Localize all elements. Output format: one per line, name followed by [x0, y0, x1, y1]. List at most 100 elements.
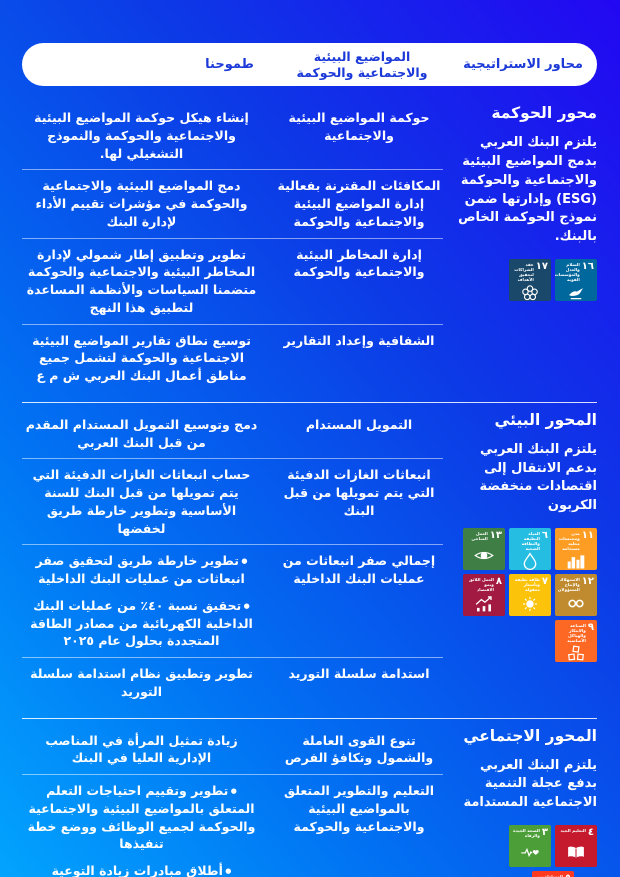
governance-pillar-column: محور الحوكمة يلتزم البنك العربي بدمج الم… [449, 102, 597, 392]
ambition-text: دمج المواضيع البيئية والاجتماعية والحوكم… [35, 178, 248, 229]
sdg-9-tile: ٩ الصناعة والابتكار والهياكل الأساسية [555, 620, 597, 663]
sdg-label: المساواة بين الجنسين [536, 874, 563, 877]
sdg-label: العمل المناخي [471, 531, 488, 542]
ambition-cell: تطوير خارطة طريق لتحقيق صفر انبعاثات من … [22, 552, 261, 650]
ambition-text: زيادة تمثيل المرأة في المناصب الإدارية ا… [45, 732, 238, 766]
ambition-bullet: أطلاق مبادرات زيادة التوعية بالمواضيع ال… [22, 862, 261, 877]
decent-work-icon [466, 592, 502, 615]
topic-cell: التمويل المستدام [305, 416, 413, 432]
sdg-label: الصحة الجيدة والرفاه [513, 828, 540, 839]
ambition-cell: تطوير وتطبيق إطار شمولي لإدارة المخاطر ا… [22, 246, 261, 317]
sdg-8-tile: ٨ العمل اللائق ونمو الاقتصاد [463, 574, 505, 617]
table-row: التمويل المستدام دمج وتوسيع التمويل المس… [22, 409, 443, 459]
sdg-label: العمل اللائق ونمو الاقتصاد [468, 577, 494, 593]
social-pillar-description: يلتزم البنك العربي بدفع عجلة التنمية الا… [463, 757, 598, 811]
sustainable-cities-icon [558, 551, 594, 570]
content-grid: محور الحوكمة يلتزم البنك العربي بدمج الم… [22, 96, 597, 877]
governance-rows: حوكمة المواضيع البيئية والاجتماعية إنشاء… [22, 102, 443, 392]
sdg-number: ٦ [541, 530, 548, 542]
ambition-cell: تطوير وتقييم احتياجات التعلم المتعلق بال… [22, 782, 261, 877]
ambition-text: حساب انبعاثات الغازات الدفيئة التي يتم ت… [32, 467, 251, 536]
table-row: إجمالي صفر انبعاثات من عمليات البنك الدا… [22, 544, 443, 657]
quality-education-icon [558, 838, 594, 866]
sdg-label: الصناعة والابتكار والهياكل الأساسية [567, 623, 586, 644]
sdg-label: الاستهلاك والإنتاج المسؤولان [557, 577, 580, 593]
sdg-3-tile: ٣ الصحة الجيدة والرفاه [509, 825, 551, 868]
sdg-number: ٥ [565, 874, 571, 877]
header-esg-topics: المواضيع البيئية والاجتماعية والحوكمة [296, 48, 428, 80]
ambition-cell: زيادة تمثيل المرأة في المناصب الإدارية ا… [22, 732, 261, 768]
table-row: إدارة المخاطر البيئية والاجتماعية والحوك… [22, 237, 443, 324]
table-row: تنوع القوى العاملة والشمول وتكافؤ الفرص … [22, 725, 443, 775]
section-governance: محور الحوكمة يلتزم البنك العربي بدمج الم… [22, 96, 597, 402]
social-pillar-column: المحور الاجتماعي يلتزم البنك العربي بدفع… [449, 725, 597, 877]
social-rows: تنوع القوى العاملة والشمول وتكافؤ الفرص … [22, 725, 443, 877]
ambition-text: دمج وتوسيع التمويل المستدام المقدم من قب… [25, 416, 258, 450]
industry-innovation-icon [558, 643, 594, 662]
environment-pillar-title: المحور البيئي [494, 410, 597, 429]
ambition-cell: توسيع نطاق تقارير المواضيع البيئية الاجت… [22, 332, 261, 385]
environment-pillar-description: يلتزم البنك العربي بدعم الانتقال إلى اقت… [479, 441, 597, 514]
peace-justice-icon [558, 282, 594, 301]
ambition-cell: تطوير وتطبيق نظام استدامة سلسلة التوريد [22, 665, 261, 701]
sdg-13-tile: ١٣ العمل المناخي [463, 528, 505, 571]
sdg-4-tile: ٤ التعليم الجيد [555, 825, 597, 868]
ambition-bullet: تطوير وتقييم احتياجات التعلم المتعلق بال… [22, 782, 261, 853]
sdg-7-tile: ٧ طاقة نظيفة وبأسعار معقولة [509, 574, 551, 617]
ambition-cell: دمج وتوسيع التمويل المستدام المقدم من قب… [22, 416, 261, 452]
partnerships-icon [512, 282, 548, 301]
table-row: انبعاثات الغازات الدفيئة التي يتم تمويله… [22, 458, 443, 544]
topic-cell: الشفافية وإعداد التقارير [283, 332, 435, 348]
sdg-label: عقد الشراكات لتحقيق الأهداف [514, 262, 534, 283]
sdg-label: مدن ومجتمعات محلية مستدامة [558, 531, 580, 552]
topic-cell: إدارة المخاطر البيئية والاجتماعية والحوك… [293, 246, 425, 280]
sdg-12-tile: ١٢ الاستهلاك والإنتاج المسؤولان [555, 574, 597, 617]
section-social: المحور الاجتماعي يلتزم البنك العربي بدفع… [22, 717, 597, 877]
table-row: حوكمة المواضيع البيئية والاجتماعية إنشاء… [22, 102, 443, 169]
topic-cell: تنوع القوى العاملة والشمول وتكافؤ الفرص [284, 732, 434, 766]
governance-pillar-description: يلتزم البنك العربي بدمج المواضيع البيئية… [458, 135, 597, 245]
sdg-6-tile: ٦ المياه النظيفة والنظافة الصحية [509, 528, 551, 571]
sdg-label: طاقة نظيفة وبأسعار معقولة [514, 577, 540, 593]
table-row: الشفافية وإعداد التقارير توسيع نطاق تقار… [22, 323, 443, 392]
sdg-number: ١١ [581, 530, 594, 542]
sdg-number: ٩ [587, 622, 594, 634]
sdg-number: ٣ [541, 827, 548, 839]
governance-pillar-title: محور الحوكمة [491, 104, 597, 122]
topic-cell: انبعاثات الغازات الدفيئة التي يتم تمويله… [283, 467, 435, 518]
sdg-17-tile: ١٧ عقد الشراكات لتحقيق الأهداف [509, 259, 551, 302]
sdg-11-tile: ١١ مدن ومجتمعات محلية مستدامة [555, 528, 597, 571]
ambition-text: تطوير وتطبيق نظام استدامة سلسلة التوريد [30, 666, 253, 699]
sdg-16-tile: ١٦ السلام والعدل والمؤسسات القوية [555, 259, 597, 302]
sdg-number: ١٢ [581, 576, 594, 588]
responsible-consumption-icon [558, 592, 594, 615]
clean-energy-icon [512, 592, 548, 615]
topic-cell: التعليم والتطوير المتعلق بالمواضيع البيئ… [283, 783, 435, 834]
section-environment: المحور البيئي يلتزم البنك العربي بدعم ال… [22, 401, 597, 718]
ambition-text: إنشاء هيكل حوكمة المواضيع البيئية والاجت… [34, 110, 249, 161]
topic-cell: استدامة سلسلة التوريد [288, 666, 430, 681]
ambition-cell: إنشاء هيكل حوكمة المواضيع البيئية والاجت… [22, 109, 261, 162]
column-header-bar: محاور الاستراتيجية المواضيع البيئية والا… [22, 43, 597, 86]
ambition-bullet: تحقيق نسبة ٤٠٪ من عمليات البنك الداخلية … [22, 597, 261, 650]
good-health-icon [512, 838, 548, 866]
sdg-label: التعليم الجيد [560, 828, 586, 834]
sdg-number: ٨ [495, 576, 502, 588]
ambition-text: توسيع نطاق تقارير المواضيع البيئية الاجت… [32, 332, 251, 384]
table-row: استدامة سلسلة التوريد تطوير وتطبيق نظام … [22, 657, 443, 708]
header-strategic-pillars: محاور الاستراتيجية [463, 57, 583, 72]
environment-sdg-icons: ١١ مدن ومجتمعات محلية مستدامة ٦ المياه الن… [463, 528, 597, 663]
environment-rows: التمويل المستدام دمج وتوسيع التمويل المس… [22, 409, 443, 708]
sdg-label: المياه النظيفة والنظافة الصحية [521, 531, 540, 552]
sdg-label: السلام والعدل والمؤسسات القوية [555, 262, 580, 283]
header-our-ambition: طموحنا [205, 57, 254, 72]
sdg-number: ٧ [541, 576, 548, 588]
sdg-number: ١٦ [581, 261, 594, 273]
sdg-number: ١٣ [489, 530, 502, 542]
clean-water-icon [512, 551, 548, 571]
table-row: المكافئات المقترنة بفعالية إدارة المواضي… [22, 169, 443, 237]
table-row: التعليم والتطوير المتعلق بالمواضيع البيئ… [22, 774, 443, 877]
social-pillar-title: المحور الاجتماعي [463, 726, 597, 745]
